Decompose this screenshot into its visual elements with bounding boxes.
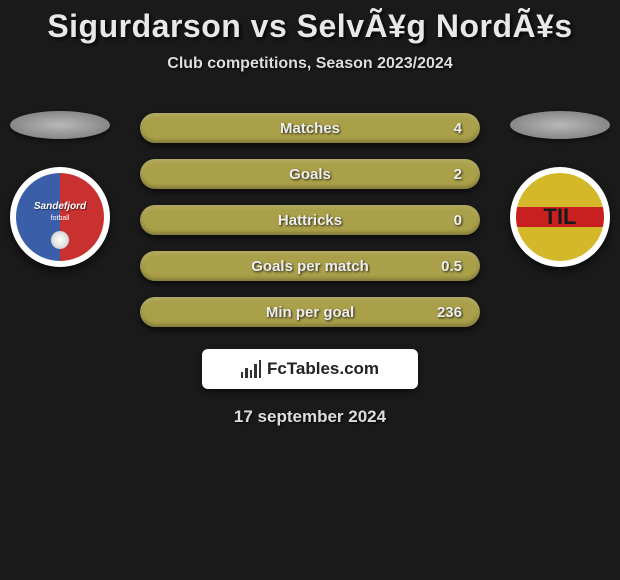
- chart-icon: [241, 360, 261, 378]
- team-logo-left-inner: Sandefjord fotball: [16, 173, 104, 261]
- stat-row-matches: Matches 4: [140, 113, 480, 143]
- team-left: Sandefjord fotball: [0, 111, 120, 267]
- page-title: Sigurdarson vs SelvÃ¥g NordÃ¥s: [0, 8, 620, 45]
- stat-right-value: 4: [432, 120, 462, 137]
- team-logo-right-inner: TIL: [516, 173, 604, 261]
- stat-label: Min per goal: [266, 304, 354, 321]
- stat-right-value: 2: [432, 166, 462, 183]
- stat-row-hattricks: Hattricks 0: [140, 205, 480, 235]
- date-text: 17 september 2024: [0, 407, 620, 427]
- brand-badge[interactable]: FcTables.com: [202, 349, 418, 389]
- team-left-sub: fotball: [51, 215, 70, 222]
- stat-right-value: 236: [432, 304, 462, 321]
- team-right: TIL: [500, 111, 620, 267]
- player-silhouette-right: [510, 111, 610, 139]
- stat-label: Goals per match: [251, 258, 369, 275]
- content-row: Sandefjord fotball Matches 4 Goals 2 Hat…: [0, 111, 620, 327]
- team-logo-left: Sandefjord fotball: [10, 167, 110, 267]
- stat-label: Goals: [289, 166, 331, 183]
- team-logo-right: TIL: [510, 167, 610, 267]
- page-subtitle: Club competitions, Season 2023/2024: [0, 55, 620, 73]
- stat-row-min-per-goal: Min per goal 236: [140, 297, 480, 327]
- team-left-name: Sandefjord: [34, 201, 86, 212]
- ball-icon: [51, 231, 69, 249]
- stats-column: Matches 4 Goals 2 Hattricks 0 Goals per …: [140, 111, 480, 327]
- stat-label: Matches: [280, 120, 340, 137]
- player-silhouette-left: [10, 111, 110, 139]
- main-container: Sigurdarson vs SelvÃ¥g NordÃ¥s Club comp…: [0, 0, 620, 427]
- stat-right-value: 0: [432, 212, 462, 229]
- stat-label: Hattricks: [278, 212, 342, 229]
- stat-row-goals: Goals 2: [140, 159, 480, 189]
- team-right-name: TIL: [544, 204, 577, 230]
- stat-row-goals-per-match: Goals per match 0.5: [140, 251, 480, 281]
- stat-right-value: 0.5: [432, 258, 462, 275]
- brand-text: FcTables.com: [267, 359, 379, 379]
